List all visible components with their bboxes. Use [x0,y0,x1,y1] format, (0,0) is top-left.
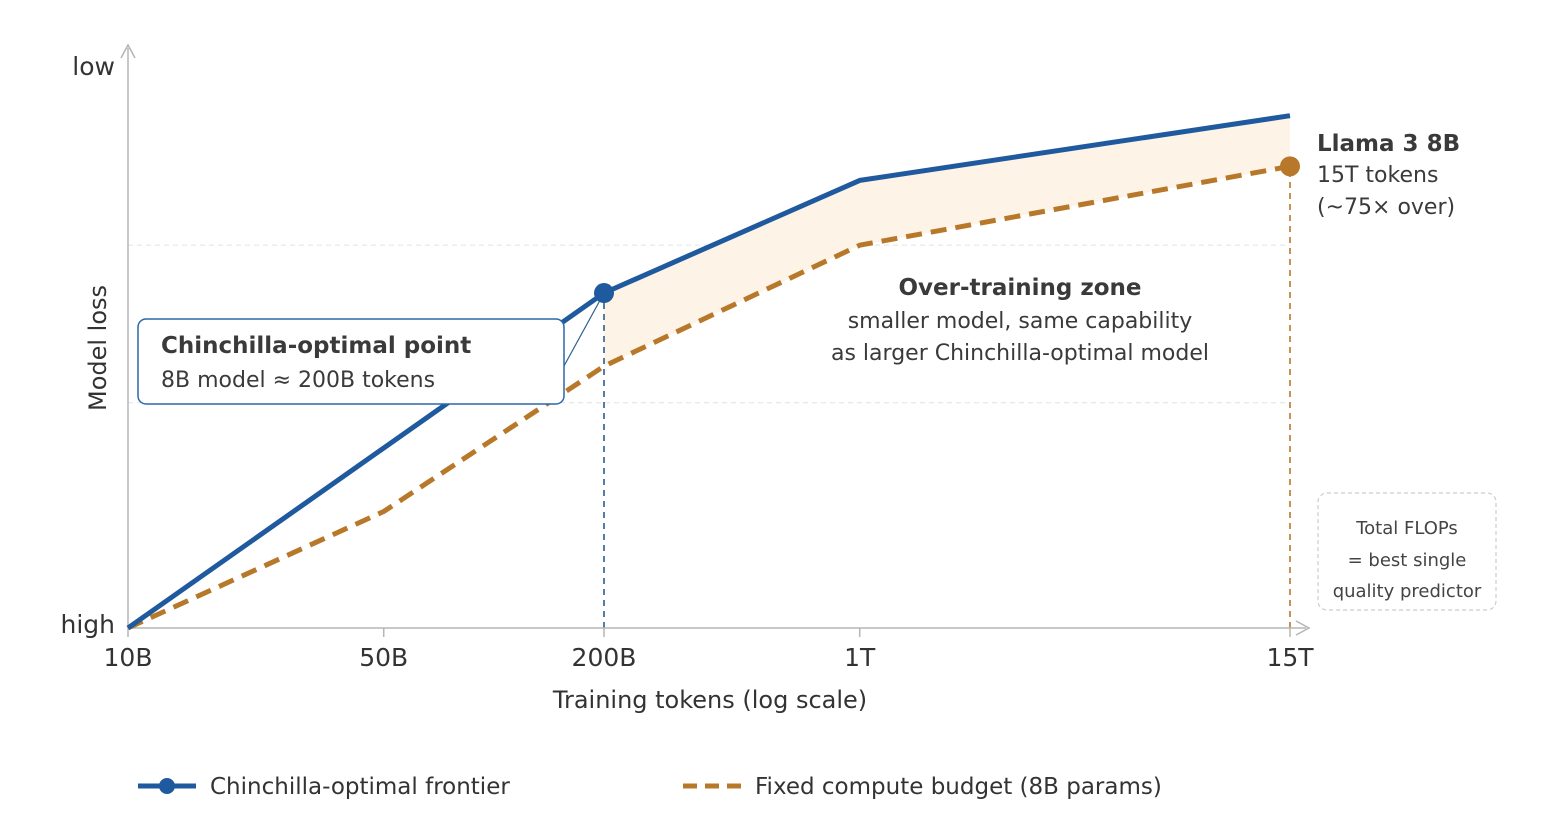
highlighted-point [1280,156,1300,177]
annotation-leader-line [563,292,605,367]
legend-label-fixed-compute: Fixed compute budget (8B params) [755,774,1162,800]
y-tick-label: low [72,52,115,81]
x-tick-label: 200B [572,643,637,672]
series-line-fixed-compute [126,163,1291,631]
zone-annotation-line1: smaller model, same capability [848,309,1193,334]
zone-annotation-line2: as larger Chinchilla-optimal model [831,341,1209,366]
zone-annotation-title: Over-training zone [898,275,1141,301]
axes [120,43,1311,636]
vertical-markers [603,166,1291,628]
flops-note-line1: Total FLOPs [1355,518,1458,539]
llama-annotation-title: Llama 3 8B [1317,131,1460,157]
flops-note-box [1317,492,1497,611]
x-tick-label: 15T [1266,643,1314,672]
over-training-zone-fill [604,115,1290,367]
chinchilla-point-annotation: Chinchilla-optimal point 8B model ≈ 200B… [137,318,565,405]
flops-note-line2: = best single [1348,550,1467,571]
over-training-zone-annotation: Over-training zone smaller model, same c… [831,275,1209,366]
x-tick-label: 1T [844,643,876,672]
x-axis-arrow [1295,620,1311,636]
llama-annotation-line1: 15T tokens [1317,163,1438,188]
x-tick-label: 10B [104,643,153,672]
chinchilla-annotation-body: 8B model ≈ 200B tokens [161,368,435,393]
x-tick-label: 50B [359,643,408,672]
flops-note: Total FLOPs = best single quality predic… [1317,492,1497,611]
y-axis-title: Model loss [84,285,112,411]
series-line-chinchilla-frontier [126,113,1291,631]
highlighted-points [593,156,1300,304]
highlighted-point [593,283,614,304]
legend-marker-chinchilla [159,778,175,794]
legend-item-fixed-compute: Fixed compute budget (8B params) [683,774,1162,800]
chinchilla-annotation-box [137,318,565,405]
legend-item-chinchilla: Chinchilla-optimal frontier [138,774,510,800]
chinchilla-annotation-title: Chinchilla-optimal point [161,333,471,359]
x-axis-ticks: 10B 50B 200B 1T 15T [104,628,1314,672]
llama-annotation: Llama 3 8B 15T tokens (~75× over) [1317,131,1460,220]
llama-annotation-line2: (~75× over) [1317,195,1455,220]
y-tick-label: high [60,610,115,639]
x-axis-title: Training tokens (log scale) [552,686,867,714]
legend: Chinchilla-optimal frontier Fixed comput… [138,774,1162,800]
legend-label-chinchilla: Chinchilla-optimal frontier [210,774,510,800]
y-axis-arrow [120,43,136,59]
flops-note-line3: quality predictor [1333,581,1482,602]
